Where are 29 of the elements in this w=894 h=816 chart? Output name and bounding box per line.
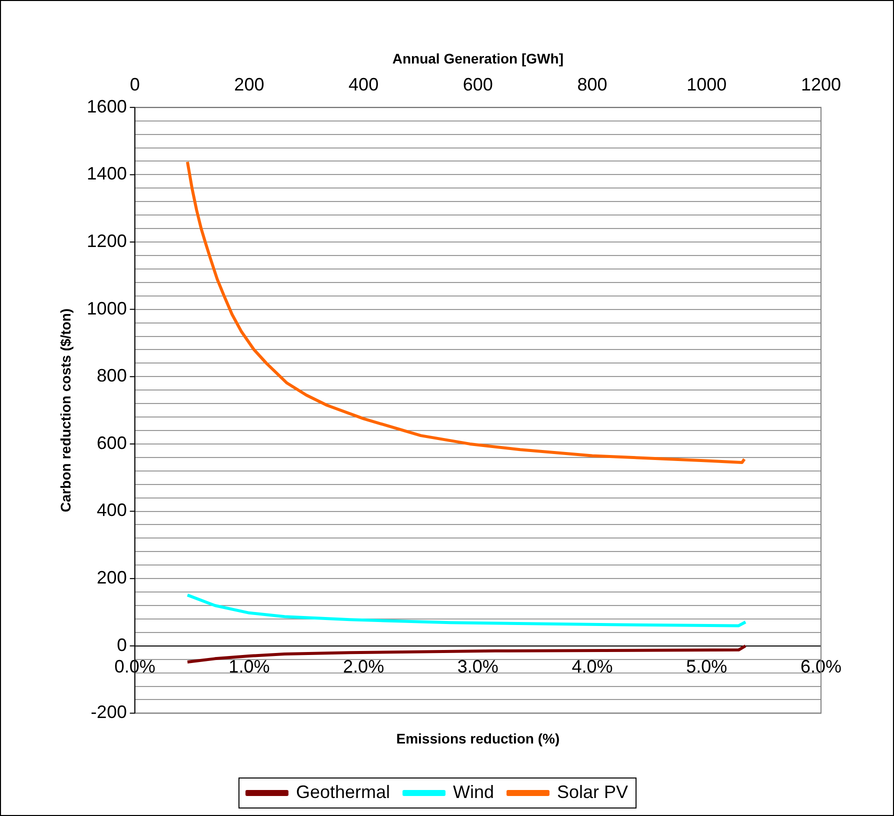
y-tick-label: 800 <box>96 366 127 386</box>
y-tick-label: 0 <box>116 634 127 655</box>
y-tick-label: 1200 <box>86 230 127 251</box>
x-tick-label: 2.0% <box>343 656 384 677</box>
y-axis-title: Carbon reduction costs ($/ton) <box>57 308 74 512</box>
x2-tick-label: 1200 <box>800 74 842 95</box>
x2-tick-label: 1000 <box>686 74 727 95</box>
x2-tick-label: 800 <box>577 74 608 95</box>
y-tick-label: 200 <box>96 568 127 588</box>
x-tick-label: 3.0% <box>457 656 498 677</box>
y-tick-label: 600 <box>96 432 127 453</box>
x2-tick-label: 0 <box>130 74 140 95</box>
x2-axis-title: Annual Generation [GWh] <box>392 50 564 66</box>
x2-tick-label: 200 <box>234 74 264 95</box>
y-tick-label: 1400 <box>86 164 127 184</box>
x-tick-label: 6.0% <box>800 656 842 677</box>
legend-label: Geothermal <box>296 782 390 802</box>
x-tick-label: 5.0% <box>686 656 728 677</box>
x-axis-title: Emissions reduction (%) <box>396 730 560 746</box>
y-tick-label: 1600 <box>86 96 127 116</box>
y-tick-label: 1000 <box>86 298 127 318</box>
x-tick-label: 1.0% <box>228 656 270 677</box>
y-tick-label: 400 <box>96 500 127 520</box>
x2-tick-label: 400 <box>348 74 379 95</box>
x-tick-label: 4.0% <box>572 656 613 677</box>
y-tick-label: -200 <box>90 702 127 722</box>
legend-label: Solar PV <box>557 782 628 802</box>
legend-label: Wind <box>453 782 494 802</box>
x2-tick-label: 600 <box>462 74 493 95</box>
